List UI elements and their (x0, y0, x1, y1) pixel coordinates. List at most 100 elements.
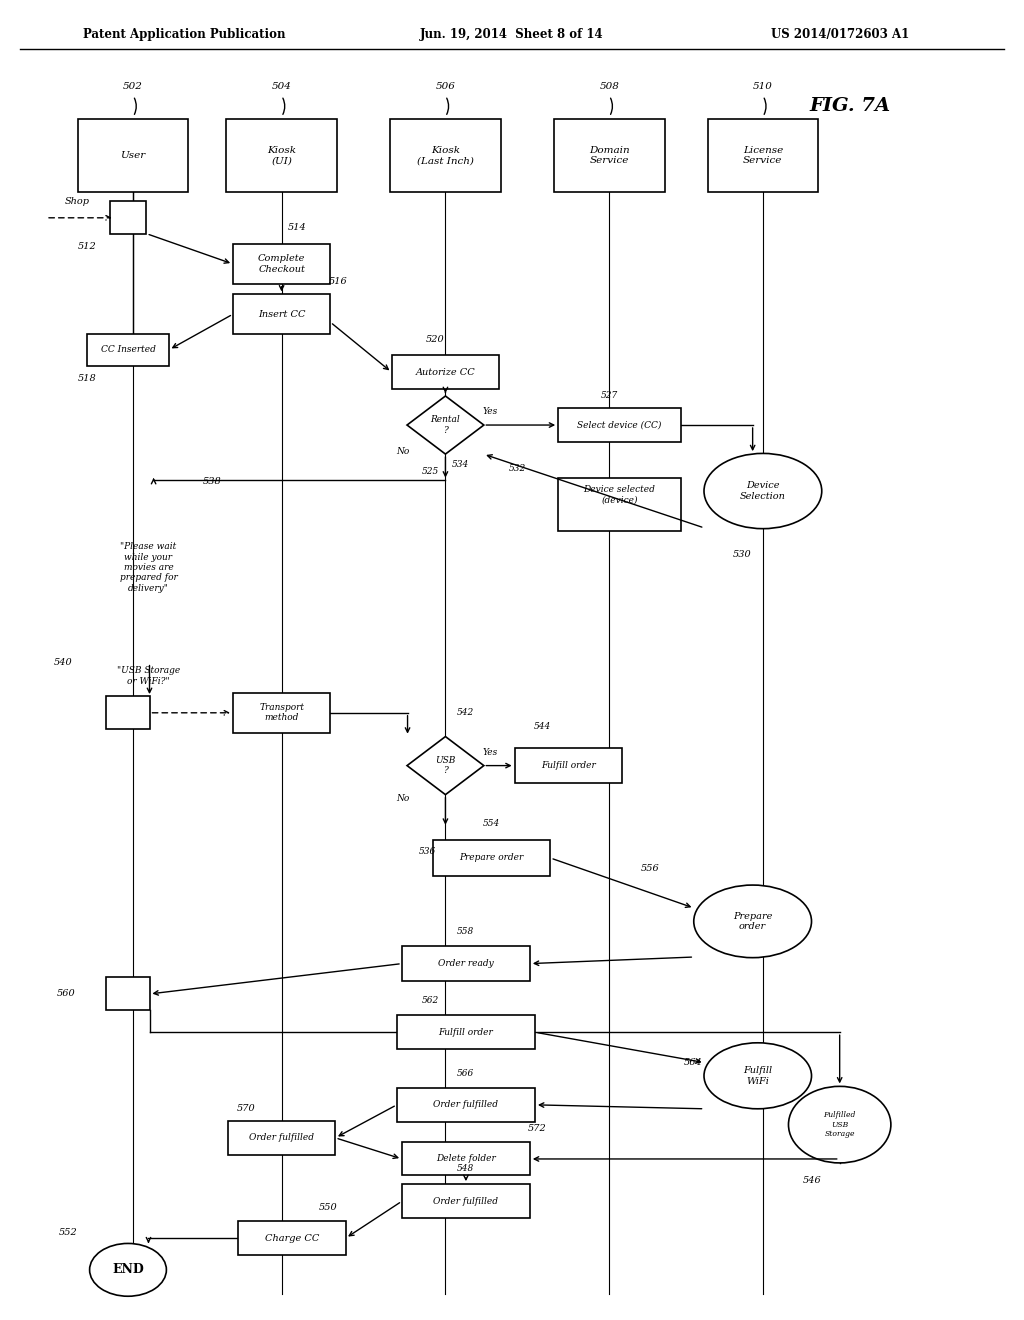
Text: END: END (112, 1263, 144, 1276)
Text: 542: 542 (458, 709, 474, 717)
FancyBboxPatch shape (391, 355, 500, 389)
Text: 548: 548 (458, 1164, 474, 1172)
FancyBboxPatch shape (554, 119, 665, 191)
Text: Yes: Yes (483, 748, 498, 756)
FancyBboxPatch shape (111, 201, 146, 235)
Text: Device
Selection: Device Selection (740, 482, 785, 500)
FancyBboxPatch shape (397, 1015, 535, 1049)
FancyBboxPatch shape (78, 119, 188, 191)
FancyBboxPatch shape (401, 1142, 530, 1175)
Text: 540: 540 (54, 659, 73, 667)
FancyBboxPatch shape (106, 697, 150, 729)
Ellipse shape (705, 453, 821, 528)
FancyBboxPatch shape (401, 946, 530, 981)
Text: 504: 504 (271, 82, 292, 91)
Text: 534: 534 (453, 461, 469, 469)
Text: License
Service: License Service (742, 147, 783, 165)
FancyBboxPatch shape (87, 334, 169, 366)
Text: 554: 554 (483, 820, 500, 828)
Text: Order fulfilled: Order fulfilled (433, 1197, 499, 1205)
Text: Kiosk
(Last Inch): Kiosk (Last Inch) (417, 147, 474, 165)
Text: Order fulfilled: Order fulfilled (433, 1101, 499, 1109)
Text: 566: 566 (458, 1069, 474, 1077)
Text: Jun. 19, 2014  Sheet 8 of 14: Jun. 19, 2014 Sheet 8 of 14 (420, 28, 604, 41)
Text: 538: 538 (203, 478, 221, 486)
Text: Autorize CC: Autorize CC (416, 368, 475, 376)
FancyBboxPatch shape (558, 408, 681, 442)
FancyBboxPatch shape (239, 1221, 346, 1255)
Text: 556: 556 (641, 865, 659, 873)
Text: 550: 550 (318, 1204, 337, 1212)
Text: 532: 532 (509, 465, 525, 473)
Ellipse shape (705, 1043, 811, 1109)
Text: 502: 502 (123, 82, 143, 91)
Text: Domain
Service: Domain Service (589, 147, 630, 165)
Text: Fulfill order: Fulfill order (541, 762, 596, 770)
Text: 544: 544 (535, 722, 551, 730)
Text: Transport
method: Transport method (259, 704, 304, 722)
FancyBboxPatch shape (432, 840, 551, 876)
Text: Fulfilled
USB
Storage: Fulfilled USB Storage (823, 1111, 856, 1138)
Text: 525: 525 (422, 467, 438, 475)
Text: "Please wait
while your
movies are
prepared for
delivery": "Please wait while your movies are prepa… (120, 543, 177, 593)
Text: 558: 558 (458, 928, 474, 936)
Text: Device selected
(device): Device selected (device) (584, 486, 655, 504)
Text: Rental
?: Rental ? (430, 416, 461, 434)
Text: "USB Storage
or WiFi?": "USB Storage or WiFi?" (117, 667, 180, 685)
Text: Delete folder: Delete folder (436, 1155, 496, 1163)
Text: Order ready: Order ready (438, 960, 494, 968)
Text: Order fulfilled: Order fulfilled (249, 1134, 314, 1142)
Text: USB
?: USB ? (435, 756, 456, 775)
Text: 514: 514 (288, 223, 306, 231)
Text: Prepare order: Prepare order (460, 854, 523, 862)
FancyBboxPatch shape (226, 119, 337, 191)
Text: 570: 570 (237, 1105, 255, 1113)
Text: Yes: Yes (483, 408, 498, 416)
Text: 520: 520 (426, 335, 444, 343)
Text: Prepare
order: Prepare order (733, 912, 772, 931)
FancyBboxPatch shape (390, 119, 501, 191)
Text: 530: 530 (733, 550, 752, 558)
Ellipse shape (90, 1243, 166, 1296)
Text: 562: 562 (422, 997, 438, 1005)
Text: 510: 510 (753, 82, 773, 91)
Ellipse shape (788, 1086, 891, 1163)
Ellipse shape (694, 884, 811, 958)
Text: 516: 516 (329, 277, 347, 285)
Text: Kiosk
(UI): Kiosk (UI) (267, 147, 296, 165)
Text: User: User (121, 152, 145, 160)
Text: Charge CC: Charge CC (264, 1234, 319, 1242)
FancyBboxPatch shape (397, 1088, 535, 1122)
Text: 536: 536 (419, 847, 435, 855)
Text: 527: 527 (601, 392, 617, 400)
FancyBboxPatch shape (233, 294, 330, 334)
Polygon shape (408, 737, 483, 795)
Text: Insert CC: Insert CC (258, 310, 305, 318)
FancyBboxPatch shape (233, 693, 330, 733)
Text: Fulfill order: Fulfill order (438, 1028, 494, 1036)
FancyBboxPatch shape (401, 1184, 530, 1218)
FancyBboxPatch shape (228, 1121, 336, 1155)
Text: Select device (CC): Select device (CC) (578, 421, 662, 429)
Text: No: No (396, 447, 409, 455)
FancyBboxPatch shape (514, 748, 622, 783)
Text: 512: 512 (78, 243, 96, 251)
Text: Complete
Checkout: Complete Checkout (258, 255, 305, 273)
FancyBboxPatch shape (233, 244, 330, 284)
Text: 552: 552 (59, 1229, 78, 1237)
Text: 506: 506 (435, 82, 456, 91)
Text: 546: 546 (803, 1176, 821, 1184)
Text: Fulfill
WiFi: Fulfill WiFi (743, 1067, 772, 1085)
Text: Patent Application Publication: Patent Application Publication (83, 28, 286, 41)
FancyBboxPatch shape (558, 478, 681, 531)
FancyBboxPatch shape (708, 119, 818, 191)
Text: US 2014/0172603 A1: US 2014/0172603 A1 (770, 28, 909, 41)
FancyBboxPatch shape (106, 977, 150, 1011)
Text: 518: 518 (78, 375, 96, 383)
Text: CC Inserted: CC Inserted (100, 346, 156, 354)
Text: 560: 560 (57, 990, 76, 998)
Text: 508: 508 (599, 82, 620, 91)
Text: 572: 572 (528, 1125, 547, 1133)
Text: FIG. 7A: FIG. 7A (809, 96, 891, 115)
Text: Shop: Shop (65, 198, 89, 206)
